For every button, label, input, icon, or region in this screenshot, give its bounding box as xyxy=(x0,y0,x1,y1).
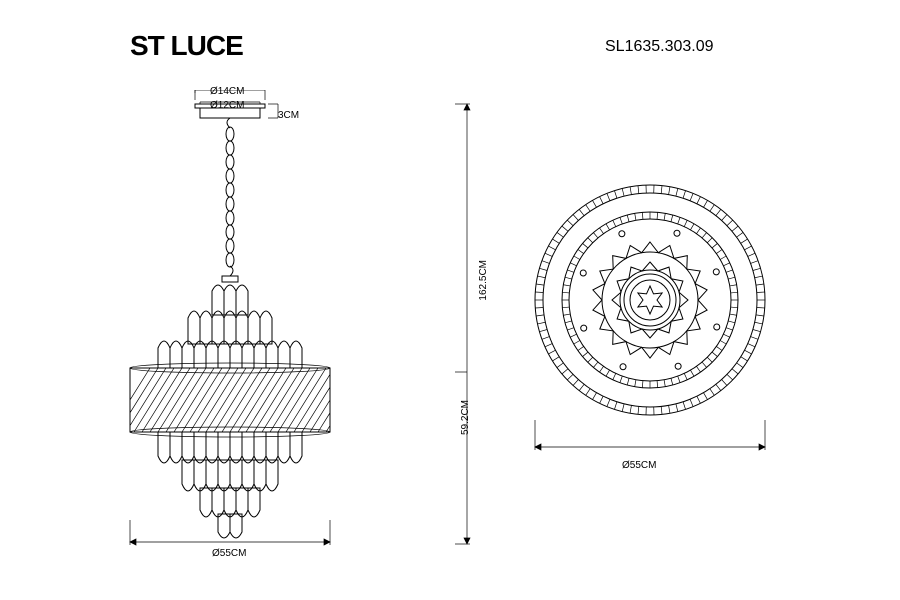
dim-bottom-width: Ø55CM xyxy=(622,460,656,471)
dim-canopy-outer: Ø14CM xyxy=(210,86,244,97)
bottom-view xyxy=(510,160,790,480)
dim-canopy-inner: Ø12CM xyxy=(210,100,244,111)
lower-leaves xyxy=(158,432,302,538)
upper-leaves xyxy=(158,285,302,372)
model-number: SL1635.303.09 xyxy=(605,38,714,56)
diagonal-band xyxy=(110,363,366,437)
height-dimension xyxy=(455,90,495,550)
page-root: ST LUCE SL1635.303.09 xyxy=(0,0,900,600)
dim-fixture-height: 59.2CM xyxy=(460,400,471,435)
front-elevation xyxy=(100,90,400,550)
brand-logo: ST LUCE xyxy=(130,30,243,62)
dim-total-height: 162.5CM xyxy=(478,260,489,301)
dim-front-width: Ø55CM xyxy=(212,548,246,559)
dim-canopy-height: 3CM xyxy=(278,110,299,121)
chain xyxy=(226,127,234,267)
